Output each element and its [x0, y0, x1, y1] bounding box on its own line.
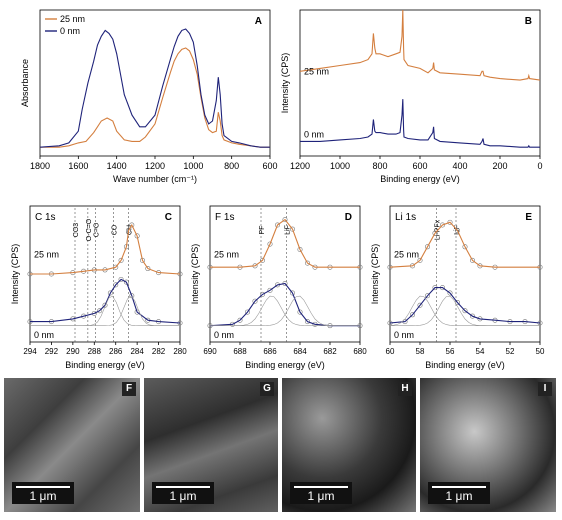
panel-e-series-0nm — [390, 288, 540, 323]
panel-a-xtick-label: 1000 — [183, 161, 203, 171]
panel-e-xtick-label: 52 — [506, 347, 515, 356]
panel-b-xtick-label: 600 — [412, 161, 427, 171]
panel-c-xtick-label: 288 — [88, 347, 102, 356]
panel-a-xlabel: Wave number (cm⁻¹) — [113, 174, 197, 184]
panel-a-legend-label: 0 nm — [60, 26, 80, 36]
panel-d-title: F 1s — [215, 212, 234, 223]
scale-label: 1 μm — [428, 489, 490, 503]
panel-c-ref-label: C=O — [93, 222, 100, 237]
panel-c-xtick-label: 294 — [23, 347, 37, 356]
panel-c-series-0nm — [30, 279, 180, 323]
panel-b-label-25nm: 25 nm — [304, 66, 329, 76]
panel-label-f: F — [122, 382, 136, 396]
sem-image-h: 1 μm H — [282, 378, 416, 512]
panel-e-xtick-label: 60 — [386, 347, 395, 356]
panel-b-xtick-label: 800 — [372, 161, 387, 171]
panel-c-xtick-label: 280 — [173, 347, 187, 356]
panel-c-label-0nm: 0 nm — [34, 330, 54, 340]
panel-d-component-fit — [210, 296, 360, 326]
panel-d-panel-letter: D — [345, 212, 352, 223]
panel-c-title: C 1s — [35, 212, 56, 223]
panel-c-panel-letter: C — [165, 212, 172, 223]
panel-label-h: H — [398, 382, 412, 396]
scale-bar: 1 μm — [428, 482, 490, 504]
panel-c-ref-label: CO3 — [73, 223, 80, 238]
scale-bar: 1 μm — [12, 482, 74, 504]
panel-label-g: G — [260, 382, 274, 396]
panel-b-series-0nm — [300, 99, 540, 147]
sem-image-g: 1 μm G — [144, 378, 278, 512]
panel-e-label-25nm: 25 nm — [394, 250, 419, 260]
panel-a-series-0nm — [40, 29, 270, 147]
panel-e-title: Li 1s — [395, 212, 416, 223]
sem-image-i: 1 μm I — [420, 378, 556, 512]
panel-e-xtick-label: 56 — [446, 347, 455, 356]
panel-b-xtick-label: 1000 — [330, 161, 350, 171]
panel-b-xlabel: Binding energy (eV) — [380, 174, 460, 184]
panel-e-xlabel: Binding energy (eV) — [425, 360, 505, 370]
panel-d-xtick-label: 690 — [203, 347, 217, 356]
panel-a-ylabel: Absorbance — [20, 59, 30, 107]
panel-a-series-25nm — [40, 48, 270, 147]
panel-a-legend-label: 25 nm — [60, 14, 85, 24]
panel-c-label-25nm: 25 nm — [34, 250, 59, 260]
panel-b-xtick-label: 0 — [537, 161, 542, 171]
panel-c-xtick-label: 290 — [66, 347, 80, 356]
panel-a-panel-letter: A — [255, 16, 262, 27]
panel-c-xlabel: Binding energy (eV) — [65, 360, 145, 370]
panel-d-ylabel: Intensity (CPS) — [190, 244, 200, 305]
panel-b-label-0nm: 0 nm — [304, 129, 324, 139]
panel-d-component-fit — [210, 296, 360, 326]
panel-e-xtick-label: 58 — [416, 347, 425, 356]
panel-d-series-0nm — [210, 284, 360, 326]
panel-d-xtick-label: 684 — [293, 347, 307, 356]
panel-c-xtick-label: 286 — [109, 347, 123, 356]
panel-c-ref-label: O-C=O — [86, 218, 93, 241]
panel-b-xtick-label: 1200 — [290, 161, 310, 171]
scale-label: 1 μm — [12, 489, 74, 503]
panel-d-xtick-label: 682 — [323, 347, 337, 356]
scale-label: 1 μm — [290, 489, 352, 503]
panel-b-ylabel: Intensity (CPS) — [280, 53, 290, 114]
panel-a-xtick-label: 1400 — [107, 161, 127, 171]
panel-c-xtick-label: 292 — [45, 347, 59, 356]
panel-e-ylabel: Intensity (CPS) — [370, 244, 380, 305]
panel-a-xtick-label: 1800 — [30, 161, 50, 171]
panel-b-xtick-label: 200 — [492, 161, 507, 171]
panel-a-xtick-label: 800 — [224, 161, 239, 171]
panel-b-xtick-label: 400 — [452, 161, 467, 171]
panel-c-ylabel: Intensity (CPS) — [10, 244, 20, 305]
panel-label-i: I — [538, 382, 552, 396]
panel-d-ref-label: PF — [259, 226, 266, 235]
panel-d-label-0nm: 0 nm — [214, 330, 234, 340]
panel-b-frame — [300, 10, 540, 156]
scale-label: 1 μm — [152, 489, 214, 503]
panel-b-series-25nm — [300, 10, 540, 80]
panel-d-xtick-label: 688 — [233, 347, 247, 356]
panel-a-xtick-label: 1600 — [68, 161, 88, 171]
panel-e-xtick-label: 54 — [476, 347, 485, 356]
panel-c-ref-label: CO — [112, 224, 119, 235]
panel-d-xtick-label: 680 — [353, 347, 367, 356]
panel-c-xtick-label: 284 — [130, 347, 144, 356]
panel-d-label-25nm: 25 nm — [214, 250, 239, 260]
scale-bar: 1 μm — [152, 482, 214, 504]
panel-a-xtick-label: 600 — [262, 161, 277, 171]
sem-image-f: 1 μm F — [4, 378, 140, 512]
panel-c-xtick-label: 282 — [152, 347, 166, 356]
panel-d-xtick-label: 686 — [263, 347, 277, 356]
panel-e-label-0nm: 0 nm — [394, 330, 414, 340]
panel-b-panel-letter: B — [525, 16, 532, 27]
panel-e-panel-letter: E — [525, 212, 532, 223]
scale-bar: 1 μm — [290, 482, 352, 504]
panel-e-xtick-label: 50 — [536, 347, 545, 356]
panel-d-xlabel: Binding energy (eV) — [245, 360, 325, 370]
panel-a-xtick-label: 1200 — [145, 161, 165, 171]
